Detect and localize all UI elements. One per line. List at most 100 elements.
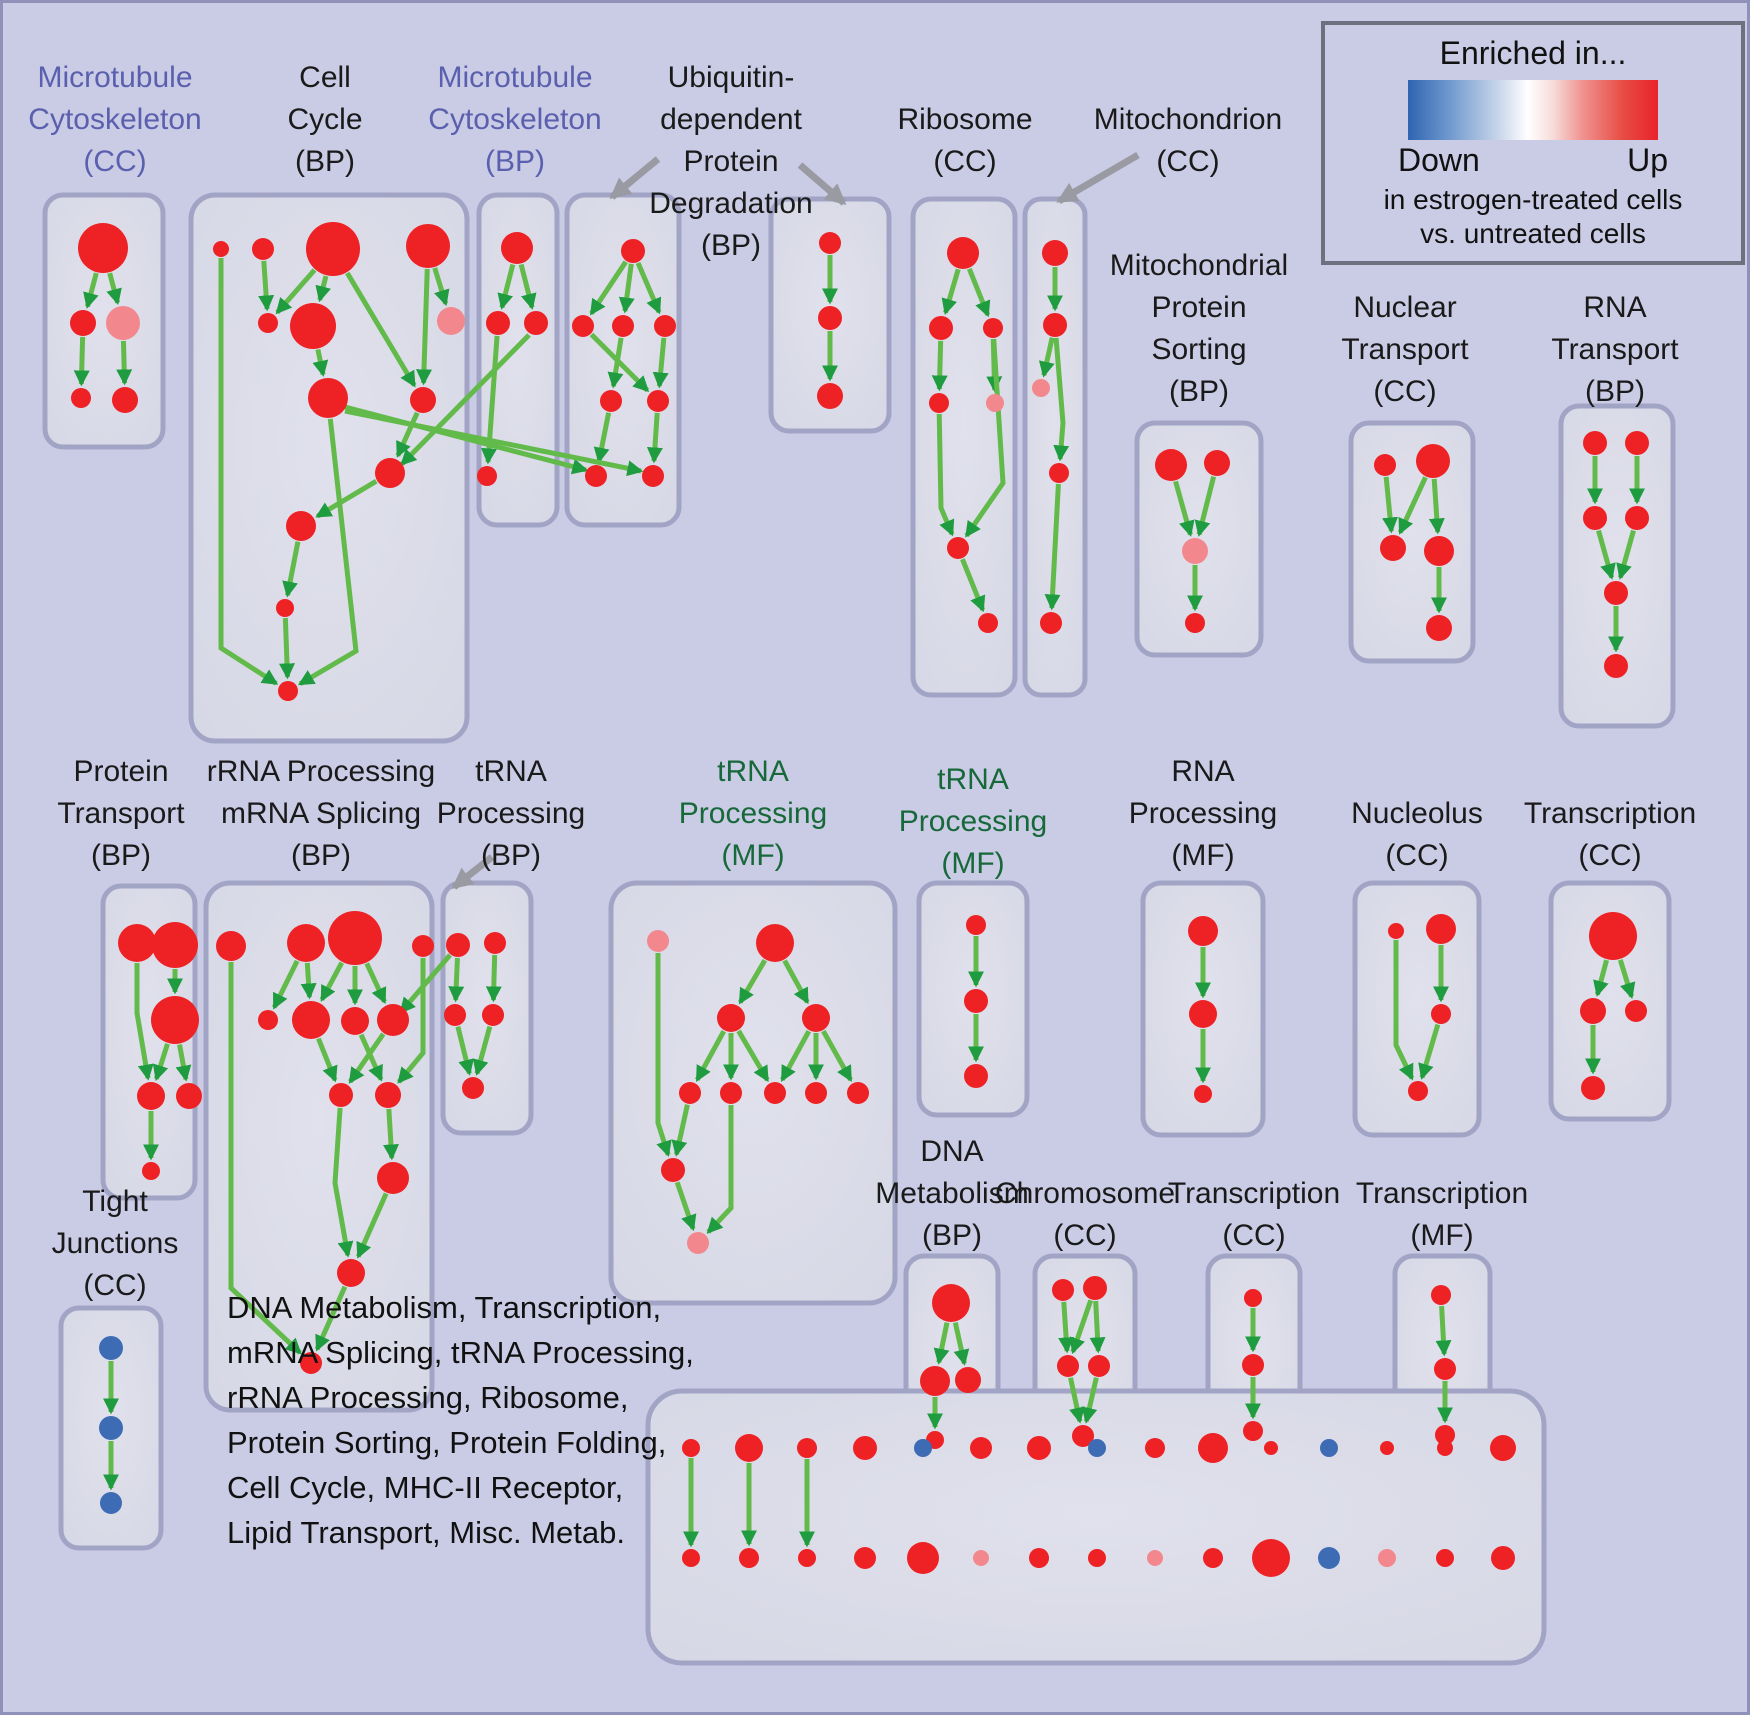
go-term-node-red	[1185, 613, 1205, 633]
go-term-node-blue	[914, 1439, 932, 1457]
edge-arrow	[415, 268, 432, 386]
edge-arrow	[315, 479, 378, 519]
go-term-node-red	[735, 1434, 763, 1462]
go-term-node-red	[341, 1007, 369, 1035]
go-term-node-red	[1042, 240, 1068, 266]
group-box-rna-transport-bp	[1558, 403, 1676, 729]
go-term-node-red	[1057, 1355, 1079, 1377]
edge-arrow	[674, 1181, 697, 1232]
edge-arrow	[933, 1322, 950, 1365]
go-term-node-red	[1625, 1000, 1647, 1022]
go-term-node-red	[213, 241, 229, 257]
go-term-node-red	[1043, 313, 1067, 337]
go-term-node-red	[1436, 1549, 1454, 1567]
edge-arrow	[279, 617, 295, 680]
go-term-node-red	[679, 1082, 701, 1104]
network-scene	[42, 151, 1676, 1666]
go-term-node-red	[462, 1077, 484, 1099]
go-term-node-red	[1204, 450, 1230, 476]
go-term-node-red	[1426, 914, 1456, 944]
go-term-node-red	[802, 1004, 830, 1032]
go-term-node-red	[1583, 506, 1607, 530]
edge-arrow	[737, 958, 768, 1005]
go-term-node-blue	[1318, 1547, 1340, 1569]
edge-arrow	[671, 1104, 690, 1157]
go-term-node-red	[292, 1001, 330, 1039]
edge-arrow	[358, 1033, 384, 1082]
legend-title: Enriched in...	[1439, 35, 1627, 71]
edge-arrow	[780, 1029, 811, 1082]
edge-arrow	[297, 418, 359, 687]
go-term-node-red	[216, 931, 246, 961]
go-term-node-red	[375, 458, 405, 488]
edge-arrow	[1068, 1377, 1085, 1424]
go-term-node-red	[1426, 615, 1452, 641]
edge-arrow	[1617, 959, 1636, 999]
edge-arrow	[134, 963, 154, 1081]
go-term-node-red	[278, 681, 298, 701]
edge-arrow	[345, 271, 417, 388]
edge-arrow	[106, 272, 122, 306]
go-term-node-red	[306, 222, 360, 276]
edge-arrow	[455, 1026, 474, 1076]
edge-arrow	[593, 412, 612, 464]
go-term-node-red	[1437, 1440, 1453, 1456]
go-term-node-pink	[1147, 1550, 1163, 1566]
edge-arrow	[1428, 478, 1445, 535]
go-term-node-red	[853, 1436, 877, 1460]
cross-group-edge-arrow	[400, 333, 531, 466]
edge-arrow	[652, 337, 669, 389]
go-term-node-red	[142, 1162, 160, 1180]
pointer-mitochondrion-arrow	[1056, 151, 1140, 205]
edge-arrow	[1382, 476, 1399, 534]
go-term-node-pink	[1182, 538, 1208, 564]
go-term-node-red	[907, 1542, 939, 1574]
edge-arrow	[1593, 959, 1609, 997]
go-term-node-red	[947, 237, 979, 269]
go-term-node-red	[1424, 536, 1454, 566]
go-term-node-red	[1155, 449, 1187, 481]
go-term-node-red	[308, 378, 348, 418]
edge-arrow	[1069, 1299, 1094, 1355]
pointer-ubiquitin-right-arrow	[797, 162, 847, 206]
go-term-node-red	[276, 599, 294, 617]
cross-group-edge-arrow	[344, 408, 644, 477]
go-term-node-red	[1491, 1546, 1515, 1570]
edge-arrow	[782, 959, 810, 1005]
go-term-node-red	[258, 313, 278, 333]
go-term-node-red	[756, 924, 794, 962]
go-term-node-red	[377, 1004, 409, 1036]
edge-arrow	[395, 411, 420, 458]
group-box-misc-terms-strip	[645, 1388, 1547, 1666]
go-term-node-red	[1431, 1004, 1451, 1024]
legend-subtitle-line1: in estrogen-treated cells	[1383, 184, 1683, 215]
edge-arrow	[936, 413, 955, 537]
go-term-node-red	[1583, 431, 1607, 455]
go-term-node-red	[1580, 998, 1606, 1024]
edge-arrow	[1044, 483, 1061, 611]
go-term-node-red	[600, 390, 622, 412]
edge-arrow	[332, 1107, 354, 1258]
group-box-nuclear-transport-cc	[1348, 420, 1476, 664]
go-term-node-red	[978, 613, 998, 633]
go-term-node-red	[798, 1549, 816, 1567]
go-term-node-red	[1625, 431, 1649, 455]
go-term-node-red	[1040, 612, 1062, 634]
go-term-node-red	[819, 232, 841, 254]
go-term-node-red	[524, 311, 548, 335]
edge-arrow	[1435, 1305, 1452, 1357]
edge-arrow	[348, 1032, 386, 1084]
go-term-node-red	[1049, 463, 1069, 483]
edge-arrow	[83, 272, 99, 309]
go-term-node-pink	[1032, 379, 1050, 397]
legend-down-label: Down	[1398, 142, 1480, 178]
go-term-node-red	[1490, 1435, 1516, 1461]
go-term-node-red	[176, 1083, 202, 1109]
go-term-node-red	[682, 1549, 700, 1567]
go-term-node-red	[1625, 506, 1649, 530]
edge-arrow	[116, 340, 133, 386]
go-term-node-blue	[1088, 1439, 1106, 1457]
legend-color-gradient-bar	[1408, 80, 1658, 140]
legend-box: Enriched in... Down Up in estrogen-treat…	[1321, 21, 1745, 265]
